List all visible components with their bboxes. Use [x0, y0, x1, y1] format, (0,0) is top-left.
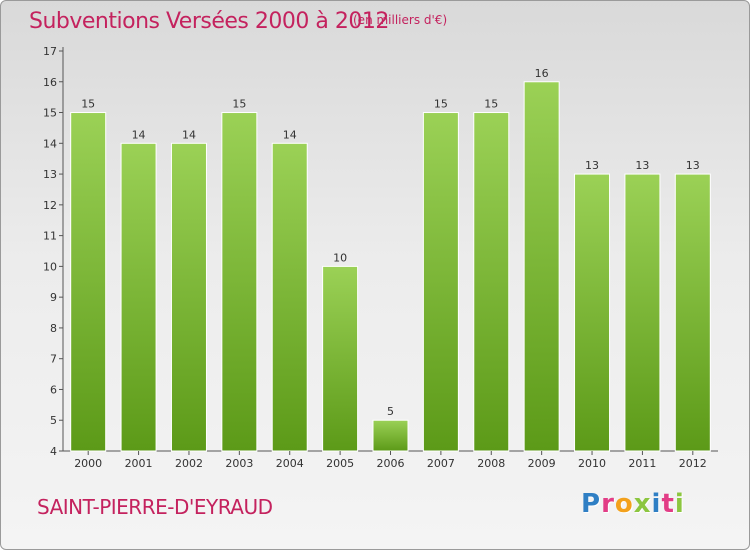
x-tick-label: 2009 — [528, 457, 556, 470]
x-tick-label: 2000 — [74, 457, 102, 470]
bar — [574, 173, 611, 452]
data-label: 15 — [232, 98, 246, 111]
data-label: 5 — [387, 405, 394, 418]
y-tick-label: 4 — [50, 445, 57, 458]
y-tick-label: 16 — [43, 76, 57, 89]
data-label: 13 — [686, 159, 700, 172]
y-tick-label: 7 — [50, 353, 57, 366]
data-label: 15 — [81, 98, 95, 111]
bar — [674, 173, 711, 452]
x-tick-label: 2007 — [427, 457, 455, 470]
y-tick-label: 8 — [50, 322, 57, 335]
x-tick-label: 2002 — [175, 457, 203, 470]
x-tick-label: 2012 — [679, 457, 707, 470]
logo-letter: P — [581, 489, 602, 519]
x-tick-label: 2006 — [377, 457, 405, 470]
bar — [473, 112, 510, 452]
bar — [221, 112, 258, 452]
x-tick-label: 2005 — [326, 457, 354, 470]
data-label: 14 — [283, 128, 297, 141]
x-tick-label: 2003 — [225, 457, 253, 470]
y-tick-label: 5 — [50, 414, 57, 427]
data-label: 13 — [635, 159, 649, 172]
bar — [523, 81, 560, 452]
x-tick-label: 2004 — [276, 457, 304, 470]
bar — [70, 112, 107, 452]
logo-letter: o — [614, 489, 634, 519]
data-label: 16 — [535, 67, 549, 80]
logo-letter: i — [651, 489, 662, 519]
data-label: 14 — [132, 128, 146, 141]
data-label: 13 — [585, 159, 599, 172]
data-label: 10 — [333, 251, 347, 264]
proxiti-logo[interactable]: Proxiti — [581, 489, 685, 519]
logo-letter: i — [674, 489, 685, 519]
y-tick-label: 11 — [43, 230, 57, 243]
y-tick-label: 15 — [43, 107, 57, 120]
y-tick-label: 14 — [43, 137, 57, 150]
x-tick-label: 2011 — [628, 457, 656, 470]
y-tick-label: 9 — [50, 291, 57, 304]
chart-title: Subventions Versées 2000 à 2012 — [29, 9, 389, 34]
chart-subtitle: (en milliers d'€) — [353, 13, 448, 27]
bar — [120, 142, 157, 452]
x-tick-label: 2001 — [125, 457, 153, 470]
x-tick-label: 2010 — [578, 457, 606, 470]
x-tick-label: 2008 — [477, 457, 505, 470]
bar — [170, 142, 207, 452]
data-label: 14 — [182, 128, 196, 141]
y-tick-label: 13 — [43, 168, 57, 181]
data-label: 15 — [484, 98, 498, 111]
y-tick-label: 17 — [43, 45, 57, 58]
logo-letter: x — [633, 489, 652, 519]
y-tick-label: 10 — [43, 260, 57, 273]
bar — [624, 173, 661, 452]
logo-letter: t — [661, 489, 675, 519]
y-tick-label: 6 — [50, 383, 57, 396]
bar — [372, 419, 409, 452]
bar — [322, 265, 359, 452]
y-tick-label: 12 — [43, 199, 57, 212]
commune-name: SAINT-PIERRE-D'EYRAUD — [37, 495, 273, 519]
logo-letter: r — [601, 489, 615, 519]
bar — [271, 142, 308, 452]
bar — [422, 112, 459, 452]
data-label: 15 — [434, 98, 448, 111]
